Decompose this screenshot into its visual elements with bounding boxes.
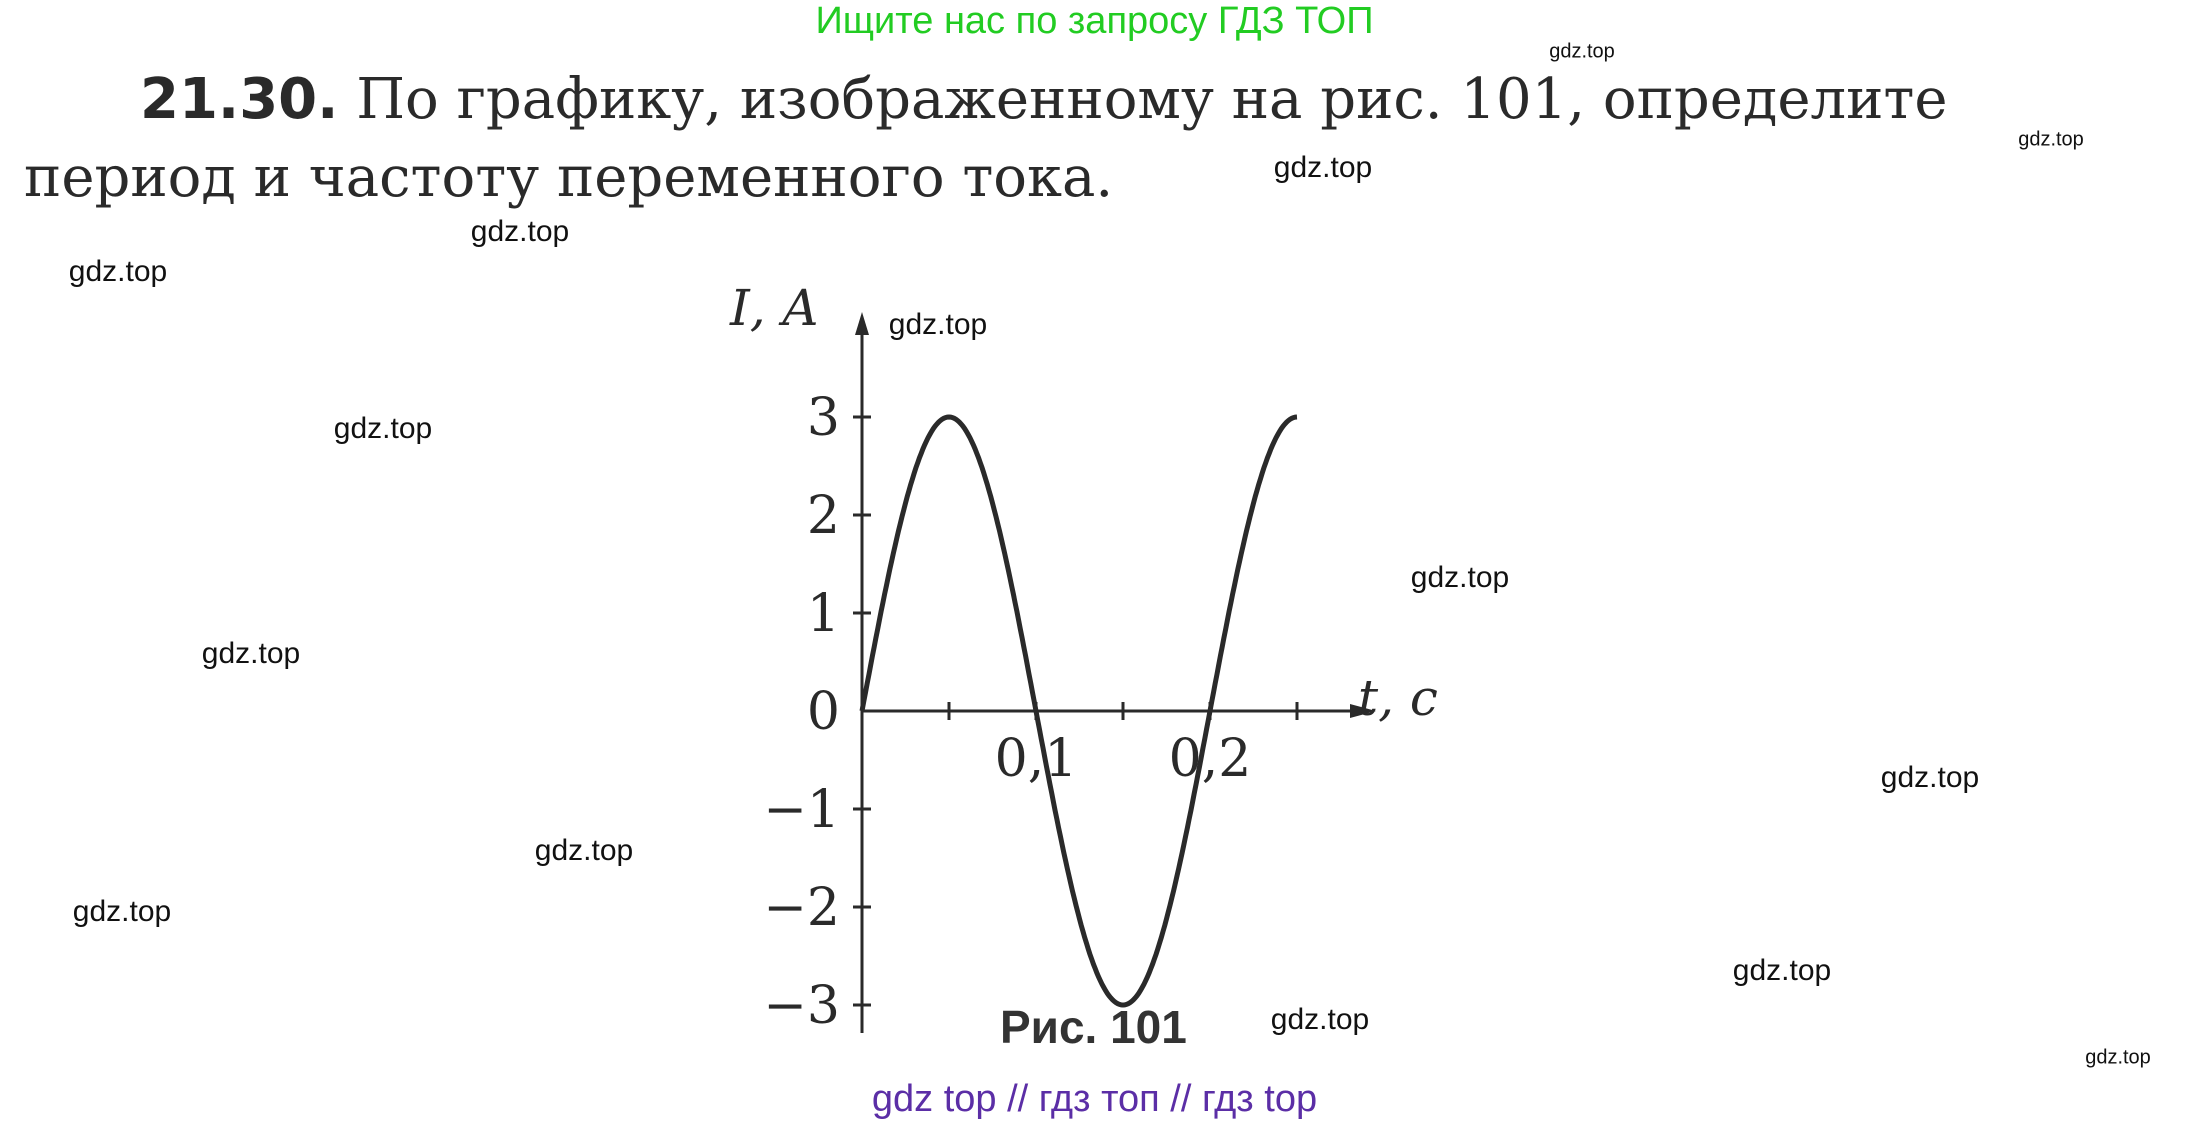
problem-text-1: По графику, изображенному на рис. 101, о… (356, 67, 1948, 132)
y-tick-label: −2 (763, 878, 840, 938)
x-tick-label: 0,1 (995, 729, 1078, 789)
x-tick-label: 0,2 (1169, 729, 1252, 789)
problem-line-1: 21.30. По графику, изображенному на рис.… (140, 72, 1948, 128)
problem-number: 21.30. (140, 67, 339, 132)
y-tick-label: −3 (763, 976, 840, 1036)
watermark: gdz.top (68, 255, 168, 288)
y-axis-arrow (855, 312, 869, 335)
watermark: gdz.top (72, 895, 172, 928)
watermark: gdz.top (2018, 128, 2084, 151)
header-note: Ищите нас по запросу ГДЗ ТОП (815, 0, 1374, 42)
footer-links: gdz top // гдз топ // гдз top (871, 1078, 1318, 1120)
watermark: gdz.top (534, 834, 634, 867)
x-axis-label: t, с (1358, 669, 1438, 727)
watermark: gdz.top (1549, 40, 1615, 63)
watermark: gdz.top (1410, 561, 1510, 594)
figure-caption: Рис. 101 (1000, 1001, 1187, 1053)
problem-text-2: период и частоту переменного тока. (24, 145, 1114, 210)
watermark: gdz.top (201, 637, 301, 670)
watermark: gdz.top (888, 308, 988, 341)
watermark: gdz.top (1880, 761, 1980, 794)
y-tick-label: 0 (807, 682, 840, 742)
watermark: gdz.top (1732, 954, 1832, 987)
axes (855, 312, 1376, 1033)
watermark: gdz.top (1270, 1003, 1370, 1036)
watermark: gdz.top (2085, 1046, 2151, 1069)
watermark: gdz.top (1273, 151, 1373, 184)
watermark: gdz.top (333, 412, 433, 445)
y-tick-label: 3 (807, 388, 840, 448)
y-tick-label: −1 (763, 780, 840, 840)
y-axis-label: I, А (729, 279, 819, 337)
watermark: gdz.top (470, 215, 570, 248)
y-tick-label: 2 (807, 486, 840, 546)
y-tick-label: 1 (807, 584, 840, 644)
current-curve (859, 414, 1298, 1008)
tick-labels: 3 2 1 0 −1 −2 −3 0,1 0,2 (763, 388, 1251, 1036)
x-axis-arrow (1350, 704, 1376, 718)
